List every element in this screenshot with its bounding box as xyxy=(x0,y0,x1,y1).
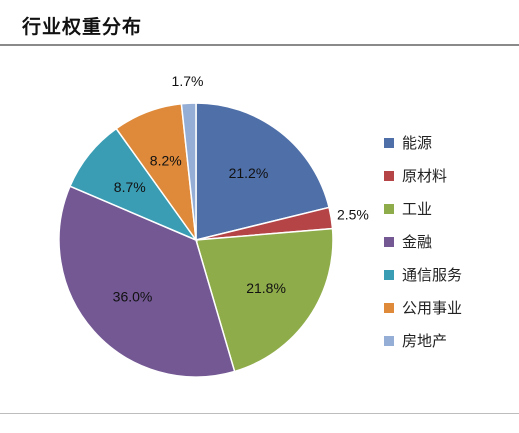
legend-item: 公用事业 xyxy=(384,291,514,324)
legend-item: 通信服务 xyxy=(384,258,514,291)
pie-slice-2 xyxy=(195,227,334,373)
pie-slice-3 xyxy=(58,185,236,378)
slice-data-label: 2.5% xyxy=(337,206,369,222)
legend-item: 金融 xyxy=(384,225,514,258)
legend-swatch xyxy=(384,335,394,346)
legend-swatch xyxy=(384,269,394,280)
legend-label: 原材料 xyxy=(402,167,448,185)
slice-data-label: 1.7% xyxy=(172,73,204,89)
legend-swatch xyxy=(384,236,394,247)
chart-title: 行业权重分布 xyxy=(22,16,143,38)
legend-label: 公用事业 xyxy=(402,299,463,317)
legend-swatch xyxy=(384,203,394,214)
pie-slice-6 xyxy=(180,102,197,241)
slice-data-label: 8.2% xyxy=(150,153,182,169)
bottom-divider xyxy=(0,413,519,414)
legend-item: 能源 xyxy=(384,126,514,159)
slice-data-label: 21.8% xyxy=(246,280,286,296)
legend-label: 能源 xyxy=(402,134,433,152)
slice-data-label: 21.2% xyxy=(229,165,269,181)
pie-slice-0 xyxy=(195,102,330,241)
legend-swatch xyxy=(384,302,394,313)
legend-item: 工业 xyxy=(384,192,514,225)
legend-label: 房地产 xyxy=(402,332,448,350)
legend-item: 原材料 xyxy=(384,159,514,192)
title-divider xyxy=(0,44,519,46)
legend-label: 通信服务 xyxy=(402,266,463,284)
slice-data-label: 8.7% xyxy=(114,179,146,195)
legend-swatch xyxy=(384,170,394,181)
legend-item: 房地产 xyxy=(384,324,514,357)
legend-label: 金融 xyxy=(402,233,433,251)
chart-legend: 能源原材料工业金融通信服务公用事业房地产 xyxy=(384,126,514,357)
legend-swatch xyxy=(384,137,394,148)
slice-data-label: 36.0% xyxy=(113,288,153,304)
legend-label: 工业 xyxy=(402,200,433,218)
